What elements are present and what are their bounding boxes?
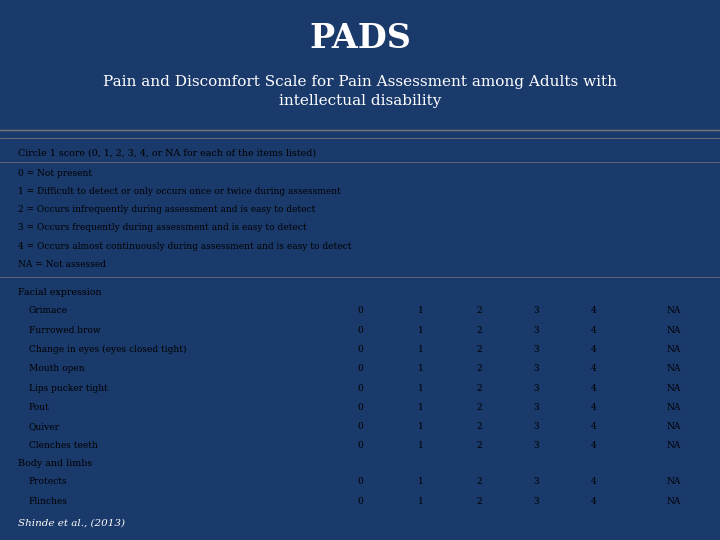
Text: 0: 0	[357, 306, 363, 315]
Text: 1: 1	[418, 345, 424, 354]
Text: 3: 3	[534, 326, 539, 335]
Text: 3 = Occurs frequently during assessment and is easy to detect: 3 = Occurs frequently during assessment …	[18, 224, 307, 233]
Text: NA: NA	[666, 345, 680, 354]
Text: Clenches teeth: Clenches teeth	[29, 442, 98, 450]
Text: 3: 3	[534, 422, 539, 431]
Text: 4: 4	[591, 326, 597, 335]
Text: Facial expression: Facial expression	[18, 288, 102, 297]
Text: 2: 2	[476, 326, 482, 335]
Text: 4: 4	[591, 383, 597, 393]
Text: NA = Not assessed: NA = Not assessed	[18, 260, 106, 269]
Text: 4: 4	[591, 306, 597, 315]
Text: 0: 0	[357, 497, 363, 505]
Text: Flinches: Flinches	[29, 497, 68, 505]
Text: 3: 3	[534, 306, 539, 315]
Text: 1: 1	[418, 383, 424, 393]
Text: 0: 0	[357, 364, 363, 373]
Text: NA: NA	[666, 306, 680, 315]
Text: 4: 4	[591, 442, 597, 450]
Text: 2: 2	[476, 364, 482, 373]
Text: 3: 3	[534, 364, 539, 373]
Text: NA: NA	[666, 364, 680, 373]
Text: 4 = Occurs almost continuously during assessment and is easy to detect: 4 = Occurs almost continuously during as…	[18, 242, 351, 251]
Text: Body and limbs: Body and limbs	[18, 459, 92, 468]
Text: 0: 0	[357, 442, 363, 450]
Text: 3: 3	[534, 477, 539, 486]
Text: NA: NA	[666, 497, 680, 505]
Text: 4: 4	[591, 497, 597, 505]
Text: 1: 1	[418, 403, 424, 412]
Text: 1: 1	[418, 477, 424, 486]
Text: PADS: PADS	[309, 22, 411, 55]
Text: Circle 1 score (0, 1, 2, 3, 4, or NA for each of the items listed): Circle 1 score (0, 1, 2, 3, 4, or NA for…	[18, 148, 316, 158]
Text: 2: 2	[476, 345, 482, 354]
Text: 1: 1	[418, 306, 424, 315]
Text: NA: NA	[666, 477, 680, 486]
Text: Shinde et al., (2013): Shinde et al., (2013)	[18, 518, 125, 527]
Text: 2: 2	[476, 422, 482, 431]
Text: 2: 2	[476, 306, 482, 315]
Text: 2: 2	[476, 497, 482, 505]
Text: 4: 4	[591, 422, 597, 431]
Text: NA: NA	[666, 383, 680, 393]
Text: Lips pucker tight: Lips pucker tight	[29, 383, 108, 393]
Text: Change in eyes (eyes closed tight): Change in eyes (eyes closed tight)	[29, 345, 186, 354]
Text: 1: 1	[418, 364, 424, 373]
Text: NA: NA	[666, 422, 680, 431]
Text: 4: 4	[591, 345, 597, 354]
Text: 3: 3	[534, 497, 539, 505]
Text: Pout: Pout	[29, 403, 50, 412]
Text: 1: 1	[418, 442, 424, 450]
Text: 0: 0	[357, 326, 363, 335]
Text: Furrowed brow: Furrowed brow	[29, 326, 100, 335]
Text: 3: 3	[534, 345, 539, 354]
Text: 0 = Not present: 0 = Not present	[18, 168, 92, 178]
Text: Quiver: Quiver	[29, 422, 60, 431]
Text: 1: 1	[418, 422, 424, 431]
Text: 0: 0	[357, 403, 363, 412]
Text: Protects: Protects	[29, 477, 68, 486]
Text: NA: NA	[666, 326, 680, 335]
Text: 4: 4	[591, 364, 597, 373]
Text: 0: 0	[357, 345, 363, 354]
Text: Pain and Discomfort Scale for Pain Assessment among Adults with
intellectual dis: Pain and Discomfort Scale for Pain Asses…	[103, 75, 617, 108]
Text: 2: 2	[476, 442, 482, 450]
Text: NA: NA	[666, 442, 680, 450]
Text: 3: 3	[534, 383, 539, 393]
Text: Grimace: Grimace	[29, 306, 68, 315]
Text: 1: 1	[418, 497, 424, 505]
Text: Mouth open: Mouth open	[29, 364, 84, 373]
Text: 2: 2	[476, 403, 482, 412]
Text: 0: 0	[357, 477, 363, 486]
Text: 2 = Occurs infrequently during assessment and is easy to detect: 2 = Occurs infrequently during assessmen…	[18, 205, 315, 214]
Text: 3: 3	[534, 403, 539, 412]
Text: 1: 1	[418, 326, 424, 335]
Text: 0: 0	[357, 422, 363, 431]
Text: 1 = Difficult to detect or only occurs once or twice during assessment: 1 = Difficult to detect or only occurs o…	[18, 187, 341, 196]
Text: 0: 0	[357, 383, 363, 393]
Text: 4: 4	[591, 403, 597, 412]
Text: NA: NA	[666, 403, 680, 412]
Text: 2: 2	[476, 383, 482, 393]
Text: 3: 3	[534, 442, 539, 450]
Text: 2: 2	[476, 477, 482, 486]
Text: 4: 4	[591, 477, 597, 486]
